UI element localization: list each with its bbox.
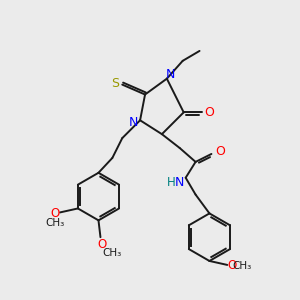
Text: N: N — [128, 116, 138, 129]
Text: O: O — [98, 238, 107, 250]
Text: O: O — [205, 106, 214, 119]
Text: N: N — [166, 68, 176, 81]
Text: H: H — [167, 176, 175, 189]
Text: O: O — [50, 207, 60, 220]
Text: O: O — [215, 146, 225, 158]
Text: CH₃: CH₃ — [232, 261, 252, 271]
Text: CH₃: CH₃ — [103, 248, 122, 258]
Text: O: O — [228, 260, 237, 272]
Text: S: S — [111, 77, 119, 90]
Text: CH₃: CH₃ — [46, 218, 65, 228]
Text: N: N — [175, 176, 184, 189]
